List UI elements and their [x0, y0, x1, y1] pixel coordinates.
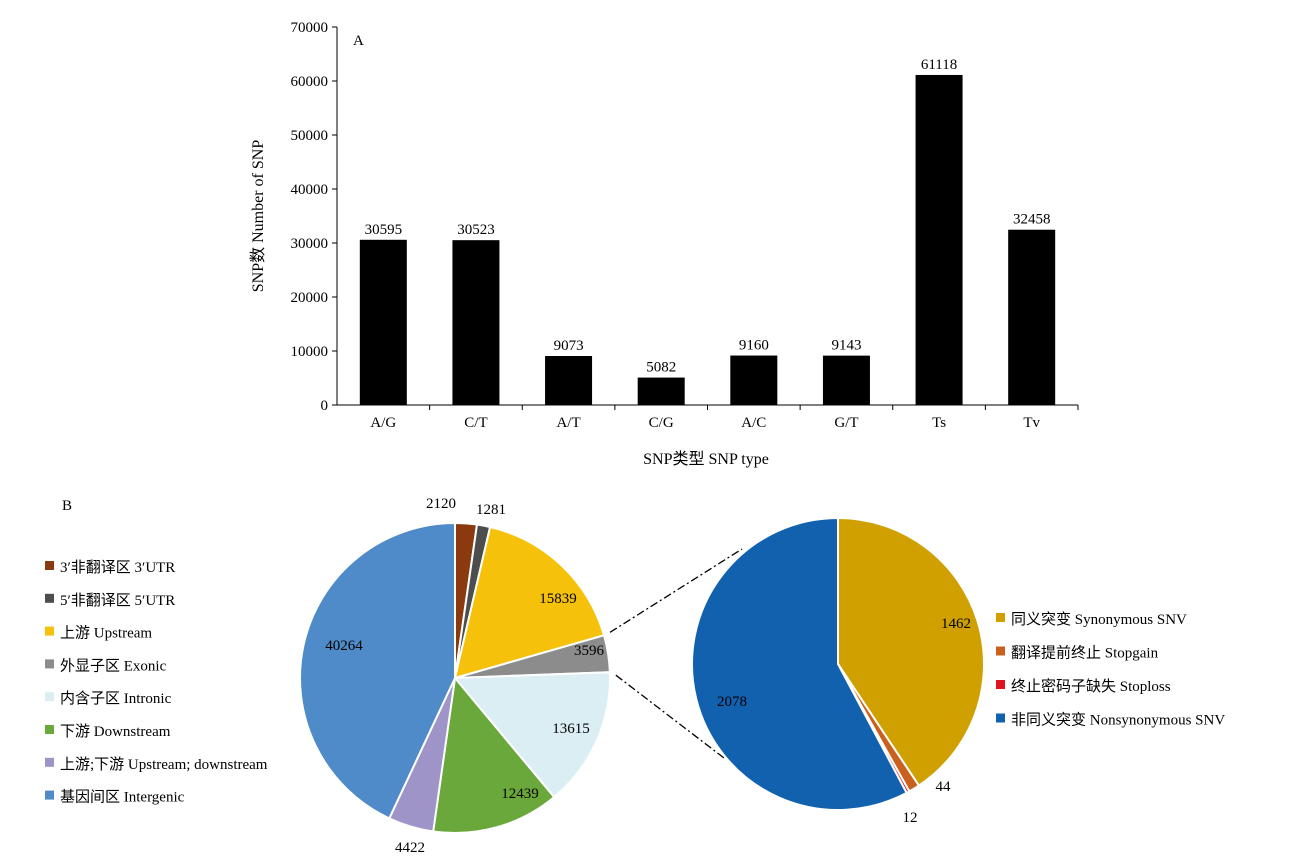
bar — [822, 355, 870, 405]
y-tick-label: 70000 — [291, 20, 329, 36]
bar-value-label: 5082 — [646, 360, 676, 376]
bar-value-label: 32458 — [1013, 212, 1051, 228]
legend-swatch — [996, 613, 1005, 622]
legend-swatch — [45, 626, 54, 636]
pie-slice — [299, 521, 456, 820]
legend-label: 上游 Upstream — [60, 625, 152, 642]
pie-value-label: 44 — [936, 779, 952, 795]
pie2-value-labels: 1462 44 12 2078 — [717, 616, 971, 826]
bar — [637, 377, 685, 405]
connector-line-top — [609, 548, 743, 633]
pie-slice — [453, 525, 606, 680]
bar — [1008, 229, 1056, 405]
legend-swatch — [45, 561, 54, 570]
legend-label: 终止密码子缺失 Stoploss — [1011, 678, 1171, 695]
pie-value-label: 13615 — [552, 721, 590, 737]
x-tick-label: Tv — [1023, 415, 1040, 431]
pie-value-label: 40264 — [325, 638, 363, 654]
legend-swatch — [45, 659, 54, 669]
x-tick-label: A/T — [556, 415, 580, 431]
legend-label: 非同义突变 Nonsynonymous SNV — [1011, 712, 1225, 729]
y-tick-label: 0 — [321, 398, 329, 414]
legend-swatch — [45, 593, 54, 603]
bar — [915, 74, 963, 405]
legend-label: 5′非翻译区 5′UTR — [60, 592, 175, 609]
pie-slice — [432, 675, 556, 834]
pie-value-label: 3596 — [574, 643, 605, 659]
bar-value-label: 61118 — [921, 57, 957, 73]
legend-label: 上游;下游 Upstream; downstream — [60, 756, 268, 773]
legend-label: 下游 Downstream — [60, 723, 171, 740]
pie1-legend: 3′非翻译区 3′UTR 5′非翻译区 5′UTR 上游 Upstream 外显子区 … — [45, 559, 268, 806]
pie-value-label: 15839 — [539, 591, 577, 607]
bar-chart-axes: 0 10000 20000 30000 40000 50000 60000 70000 A/G C… — [291, 20, 1079, 431]
legend-label: 内含子区 Intronic — [60, 690, 172, 707]
panel-a-label: A — [353, 33, 364, 49]
x-axis-title: SNP类型 SNP type — [643, 450, 769, 468]
bar-value-label: 30523 — [457, 222, 495, 238]
bar — [359, 239, 407, 405]
x-tick-label: C/T — [464, 415, 487, 431]
legend-label: 3′非翻译区 3′UTR — [60, 559, 175, 576]
y-axis-title: SNP数 Number of SNP — [249, 140, 267, 293]
bar-value-label: 30595 — [365, 222, 403, 238]
panel-b-label: B — [62, 498, 72, 514]
pie-value-label: 12 — [903, 810, 918, 826]
legend-swatch — [45, 725, 54, 734]
pie-value-label: 12439 — [501, 786, 539, 802]
panel-b-pie-charts: B 3′非翻译区 3′UTR 5′非翻译区 5′UTR 上游 Upstream 外显子… — [45, 496, 1225, 856]
pie-value-label: 1281 — [476, 502, 506, 518]
pie-slice — [452, 671, 611, 799]
x-tick-label: A/C — [741, 415, 766, 431]
x-tick-label: G/T — [834, 415, 858, 431]
y-tick-label: 60000 — [291, 74, 329, 90]
pie2-legend: 同义突变 Synonymous SNV 翻译提前终止 Stopgain 终止密码子缺… — [996, 611, 1225, 729]
panel-a-bar-chart: A 30595 30523 9073 5082 9160 9143 61118 32458 0… — [249, 20, 1079, 468]
legend-swatch — [45, 692, 54, 702]
bar-value-label: 9073 — [554, 338, 584, 354]
x-tick-label: A/G — [370, 415, 396, 431]
y-tick-label: 50000 — [291, 128, 329, 144]
connector-line-bottom — [615, 674, 725, 759]
legend-swatch — [996, 680, 1005, 689]
bar — [730, 355, 778, 405]
pie-value-label: 2078 — [717, 694, 747, 710]
legend-label: 翻译提前终止 Stopgain — [1011, 645, 1159, 662]
x-tick-label: Ts — [932, 415, 946, 431]
pie1-value-labels: 2120 1281 15839 3596 13615 12439 4422 40264 — [325, 496, 604, 856]
legend-label: 同义突变 Synonymous SNV — [1011, 611, 1187, 628]
bar-value-label: 9143 — [831, 338, 861, 354]
legend-swatch — [996, 646, 1005, 656]
pie-connector-lines — [609, 548, 743, 759]
y-tick-label: 40000 — [291, 182, 329, 198]
pie-value-label: 1462 — [941, 616, 971, 632]
legend-swatch — [45, 757, 54, 767]
legend-swatch — [996, 713, 1005, 723]
bar-value-label: 9160 — [739, 338, 769, 354]
pie2 — [691, 516, 985, 811]
pie-value-label: 2120 — [426, 496, 456, 512]
y-tick-label: 20000 — [291, 290, 329, 306]
bar — [545, 356, 593, 405]
pie1 — [299, 521, 611, 834]
bar — [452, 240, 500, 405]
y-tick-label: 10000 — [291, 344, 329, 360]
pie-value-label: 4422 — [395, 840, 425, 856]
legend-label: 外显子区 Exonic — [60, 657, 167, 674]
bar-chart-bars: 30595 30523 9073 5082 9160 9143 61118 32458 — [359, 57, 1056, 405]
pie-slice — [691, 516, 908, 811]
x-tick-label: C/G — [649, 415, 674, 431]
legend-label: 基因间区 Intergenic — [60, 789, 185, 806]
legend-swatch — [45, 790, 54, 800]
y-tick-label: 30000 — [291, 236, 329, 252]
